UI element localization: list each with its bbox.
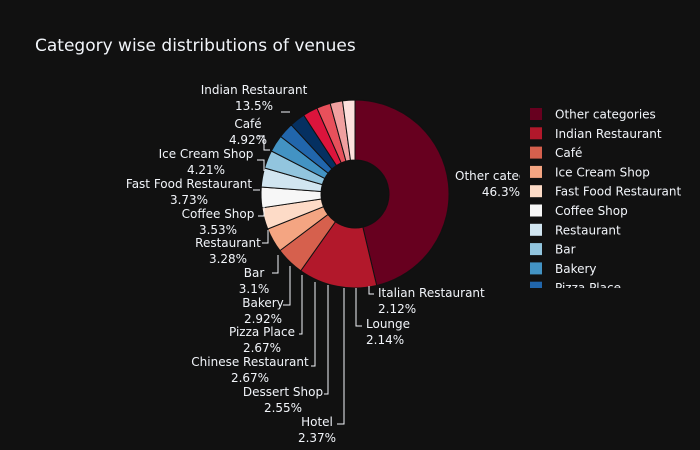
slice-label-coffee-shop: Coffee Shop: [182, 207, 255, 221]
legend-item-restaurant[interactable]: Restaurant: [530, 223, 621, 237]
legend-item-other-categories[interactable]: Other categories: [530, 108, 656, 122]
slice-percent-fast-food-restaurant: 3.73%: [170, 193, 208, 207]
label-group-italian-restaurant: Italian Restaurant 2.12%: [378, 286, 485, 316]
slice-labels: Other categories 46.3% Indian Restaurant 13…: [126, 83, 556, 445]
legend-swatch: [530, 223, 542, 236]
slice-percent-dessert-shop: 2.55%: [264, 401, 302, 415]
slice-percent-pizza-place: 2.67%: [243, 341, 281, 355]
legend: Other categories Indian Restaurant Café Ice…: [530, 108, 682, 295]
donut-slices: [260, 99, 450, 289]
leader-line-italian-restaurant: [368, 286, 374, 295]
legend-swatch: [530, 204, 542, 217]
slice-label-hotel: Hotel: [301, 415, 333, 429]
label-group-pizza-place: Pizza Place 2.67%: [229, 325, 295, 355]
legend-item-bakery[interactable]: Bakery: [530, 262, 597, 276]
slice-label-bakery: Bakery: [242, 296, 284, 310]
slice-percent-restaurant: 3.28%: [209, 252, 247, 266]
label-group-other-categories: Other categories 46.3%: [455, 169, 556, 199]
legend-label: Bakery: [555, 262, 597, 276]
legend-swatch: [530, 108, 542, 120]
legend-label: Pizza Place: [555, 281, 621, 295]
label-group-chinese-restaurant: Chinese Restaurant 2.67%: [191, 355, 309, 385]
slice-label-chinese-restaurant: Chinese Restaurant: [191, 355, 309, 369]
label-group-restaurant: Restaurant 3.28%: [195, 236, 261, 266]
legend-swatch: [530, 185, 542, 198]
slice-label-ice-cream-shop: Ice Cream Shop: [159, 147, 254, 161]
legend-label: Other categories: [555, 108, 656, 122]
slice-percent-other-categories: 46.3%: [482, 185, 520, 199]
slice-other-categories[interactable]: [354, 99, 450, 287]
slice-label-bar: Bar: [244, 266, 265, 280]
legend-label: Restaurant: [555, 223, 621, 237]
label-group-lounge: Lounge 2.14%: [366, 317, 410, 347]
slice-italian-restaurant[interactable]: [341, 99, 356, 161]
legend-swatch: [530, 127, 542, 140]
legend-label: Indian Restaurant: [555, 127, 662, 141]
label-group-hotel: Hotel 2.37%: [298, 415, 336, 445]
slice-percent-bakery: 2.92%: [244, 312, 282, 326]
leader-line-hotel: [337, 288, 345, 425]
leader-line-bar: [272, 255, 279, 274]
leader-line-pizza-place: [299, 275, 303, 335]
legend-item-coffee-shop[interactable]: Coffee Shop: [530, 204, 628, 218]
slice-percent-lounge: 2.14%: [366, 333, 404, 347]
chart-title: Category wise distributions of venues: [35, 36, 356, 56]
slice-label-lounge: Lounge: [366, 317, 410, 331]
slice-label-italian-restaurant: Italian Restaurant: [378, 286, 485, 300]
slice-percent-bar: 3.1%: [239, 282, 270, 296]
slice-label-caf: Café: [234, 117, 261, 131]
label-group-dessert-shop: Dessert Shop 2.55%: [243, 385, 323, 415]
leader-line-coffee-shop: [258, 206, 265, 217]
slice-label-dessert-shop: Dessert Shop: [243, 385, 323, 399]
label-group-bakery: Bakery 2.92%: [242, 296, 284, 326]
leader-line-restaurant: [262, 230, 269, 244]
slice-label-indian-restaurant: Indian Restaurant: [201, 83, 308, 97]
slice-percent-italian-restaurant: 2.12%: [378, 302, 416, 316]
label-group-bar: Bar 3.1%: [239, 266, 270, 296]
legend-label: Café: [555, 146, 582, 160]
label-group-coffee-shop: Coffee Shop 3.53%: [182, 207, 255, 237]
legend-swatch: [530, 262, 542, 275]
leader-line-caf: [257, 135, 270, 151]
slice-percent-hotel: 2.37%: [298, 431, 336, 445]
leader-line-bakery: [283, 266, 291, 306]
leader-line-ice-cream-shop: [257, 159, 265, 171]
slice-percent-chinese-restaurant: 2.67%: [231, 371, 269, 385]
slice-percent-ice-cream-shop: 4.21%: [187, 163, 225, 177]
slice-label-other-categories: Other categories: [455, 169, 556, 183]
slice-percent-caf: 4.92%: [229, 133, 267, 147]
label-group-indian-restaurant: Indian Restaurant 13.5%: [201, 83, 308, 113]
legend-swatch: [530, 146, 542, 159]
legend-item-indian-restaurant[interactable]: Indian Restaurant: [530, 127, 662, 141]
legend-label: Bar: [555, 243, 576, 257]
legend-swatch: [530, 281, 542, 288]
legend-item-ice-cream-shop[interactable]: Ice Cream Shop: [530, 165, 650, 179]
label-group-caf: Café 4.92%: [229, 117, 267, 147]
legend-item-bar[interactable]: Bar: [530, 243, 576, 257]
leader-line-dessert-shop: [324, 285, 329, 395]
leader-line-chinese-restaurant: [311, 282, 316, 367]
legend-label: Coffee Shop: [555, 204, 628, 218]
legend-item-fast-food-restaurant[interactable]: Fast Food Restaurant: [530, 185, 682, 199]
leader-line-lounge: [355, 288, 362, 327]
slice-label-pizza-place: Pizza Place: [229, 325, 295, 339]
label-group-fast-food-restaurant: Fast Food Restaurant 3.73%: [126, 177, 253, 207]
slice-label-restaurant: Restaurant: [195, 236, 261, 250]
slice-percent-indian-restaurant: 13.5%: [235, 99, 273, 113]
legend-label: Ice Cream Shop: [555, 165, 650, 179]
legend-swatch: [530, 243, 542, 256]
slice-percent-coffee-shop: 3.53%: [199, 223, 237, 237]
legend-swatch: [530, 165, 542, 178]
label-group-ice-cream-shop: Ice Cream Shop 4.21%: [159, 147, 254, 177]
slice-label-fast-food-restaurant: Fast Food Restaurant: [126, 177, 253, 191]
legend-item-caf[interactable]: Café: [530, 146, 582, 160]
legend-label: Fast Food Restaurant: [555, 185, 682, 199]
legend-item-pizza-place[interactable]: Pizza Place: [530, 281, 621, 295]
